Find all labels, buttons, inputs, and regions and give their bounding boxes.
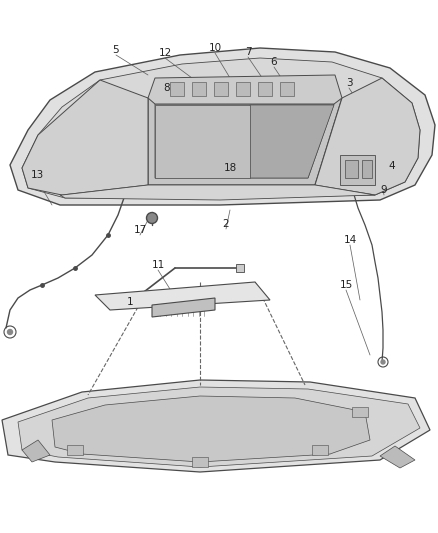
Text: 4: 4 (388, 161, 394, 171)
Text: 11: 11 (151, 260, 164, 270)
Polygon shape (311, 445, 327, 455)
Polygon shape (155, 104, 333, 178)
Polygon shape (2, 380, 429, 472)
Polygon shape (52, 396, 369, 462)
Text: 8: 8 (163, 83, 170, 93)
Polygon shape (152, 298, 215, 317)
Polygon shape (236, 82, 249, 96)
Polygon shape (191, 457, 208, 467)
Text: 17: 17 (133, 225, 146, 235)
Text: 12: 12 (158, 48, 171, 58)
Polygon shape (60, 185, 374, 200)
Polygon shape (236, 264, 244, 272)
Polygon shape (279, 82, 293, 96)
Polygon shape (213, 82, 227, 96)
Text: 14: 14 (343, 235, 356, 245)
Polygon shape (191, 82, 205, 96)
Polygon shape (351, 407, 367, 417)
Circle shape (7, 329, 12, 335)
Circle shape (380, 360, 384, 364)
Polygon shape (22, 80, 148, 195)
Polygon shape (148, 98, 341, 185)
Polygon shape (148, 75, 341, 104)
Polygon shape (155, 105, 249, 178)
Polygon shape (67, 445, 83, 455)
Polygon shape (379, 446, 414, 468)
Polygon shape (249, 105, 333, 178)
Text: 7: 7 (244, 47, 251, 57)
Polygon shape (361, 160, 371, 178)
Polygon shape (22, 440, 50, 462)
Text: 10: 10 (208, 43, 221, 53)
Polygon shape (258, 82, 272, 96)
Text: 9: 9 (380, 185, 386, 195)
Text: 18: 18 (223, 163, 236, 173)
Polygon shape (170, 82, 184, 96)
Polygon shape (22, 58, 419, 198)
Polygon shape (339, 155, 374, 185)
Polygon shape (314, 78, 419, 195)
Text: 1: 1 (127, 297, 133, 307)
Text: 6: 6 (270, 57, 277, 67)
Text: 5: 5 (113, 45, 119, 55)
Text: 15: 15 (339, 280, 352, 290)
Circle shape (146, 213, 157, 223)
Polygon shape (10, 48, 434, 205)
Polygon shape (344, 160, 357, 178)
Polygon shape (95, 282, 269, 310)
Text: 13: 13 (30, 170, 43, 180)
Text: 2: 2 (222, 219, 229, 229)
Polygon shape (18, 387, 419, 467)
Text: 3: 3 (345, 78, 352, 88)
